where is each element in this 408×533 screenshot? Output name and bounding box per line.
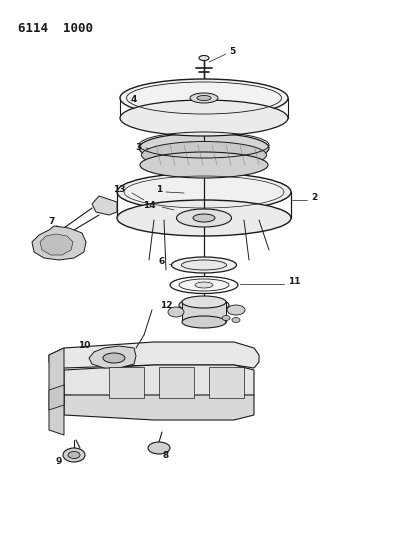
Text: 1: 1 — [156, 185, 162, 195]
Ellipse shape — [120, 100, 288, 136]
Ellipse shape — [179, 298, 229, 312]
Polygon shape — [209, 367, 244, 398]
Ellipse shape — [139, 133, 269, 163]
Text: 5: 5 — [229, 47, 235, 56]
Ellipse shape — [63, 448, 85, 462]
Ellipse shape — [222, 316, 230, 320]
Ellipse shape — [142, 141, 266, 168]
Text: 14: 14 — [143, 200, 155, 209]
Ellipse shape — [227, 305, 245, 315]
Text: 11: 11 — [288, 278, 300, 287]
Ellipse shape — [232, 318, 240, 322]
Polygon shape — [49, 385, 64, 410]
Text: 3: 3 — [136, 143, 142, 152]
Polygon shape — [64, 365, 254, 400]
Text: 13: 13 — [113, 185, 125, 195]
Text: 6: 6 — [159, 257, 165, 266]
Polygon shape — [89, 346, 136, 368]
Ellipse shape — [148, 442, 170, 454]
Text: 12: 12 — [160, 301, 172, 310]
Ellipse shape — [120, 79, 288, 117]
Polygon shape — [32, 226, 86, 260]
Ellipse shape — [171, 257, 237, 273]
Ellipse shape — [179, 279, 229, 291]
Polygon shape — [159, 367, 194, 398]
Ellipse shape — [177, 209, 231, 227]
Text: 6114  1000: 6114 1000 — [18, 21, 93, 35]
Polygon shape — [92, 196, 117, 215]
Ellipse shape — [140, 152, 268, 178]
Polygon shape — [49, 342, 259, 368]
Ellipse shape — [170, 277, 238, 294]
Ellipse shape — [68, 451, 80, 458]
Ellipse shape — [195, 282, 213, 288]
Ellipse shape — [117, 173, 291, 211]
Ellipse shape — [182, 296, 226, 308]
Text: 9: 9 — [56, 456, 62, 465]
Text: 8: 8 — [163, 451, 169, 461]
Ellipse shape — [182, 260, 226, 270]
Polygon shape — [109, 367, 144, 398]
Polygon shape — [64, 395, 254, 420]
Polygon shape — [182, 302, 226, 322]
Ellipse shape — [197, 95, 211, 101]
Ellipse shape — [103, 353, 125, 363]
Polygon shape — [40, 234, 73, 255]
Polygon shape — [49, 348, 64, 435]
Ellipse shape — [168, 307, 184, 317]
Ellipse shape — [182, 316, 226, 328]
Text: 2: 2 — [311, 193, 317, 203]
Ellipse shape — [193, 214, 215, 222]
Ellipse shape — [190, 93, 218, 103]
Text: 4: 4 — [131, 95, 137, 104]
Text: 7: 7 — [49, 217, 55, 227]
Ellipse shape — [199, 55, 209, 61]
Ellipse shape — [117, 200, 291, 236]
Text: 10: 10 — [78, 341, 90, 350]
